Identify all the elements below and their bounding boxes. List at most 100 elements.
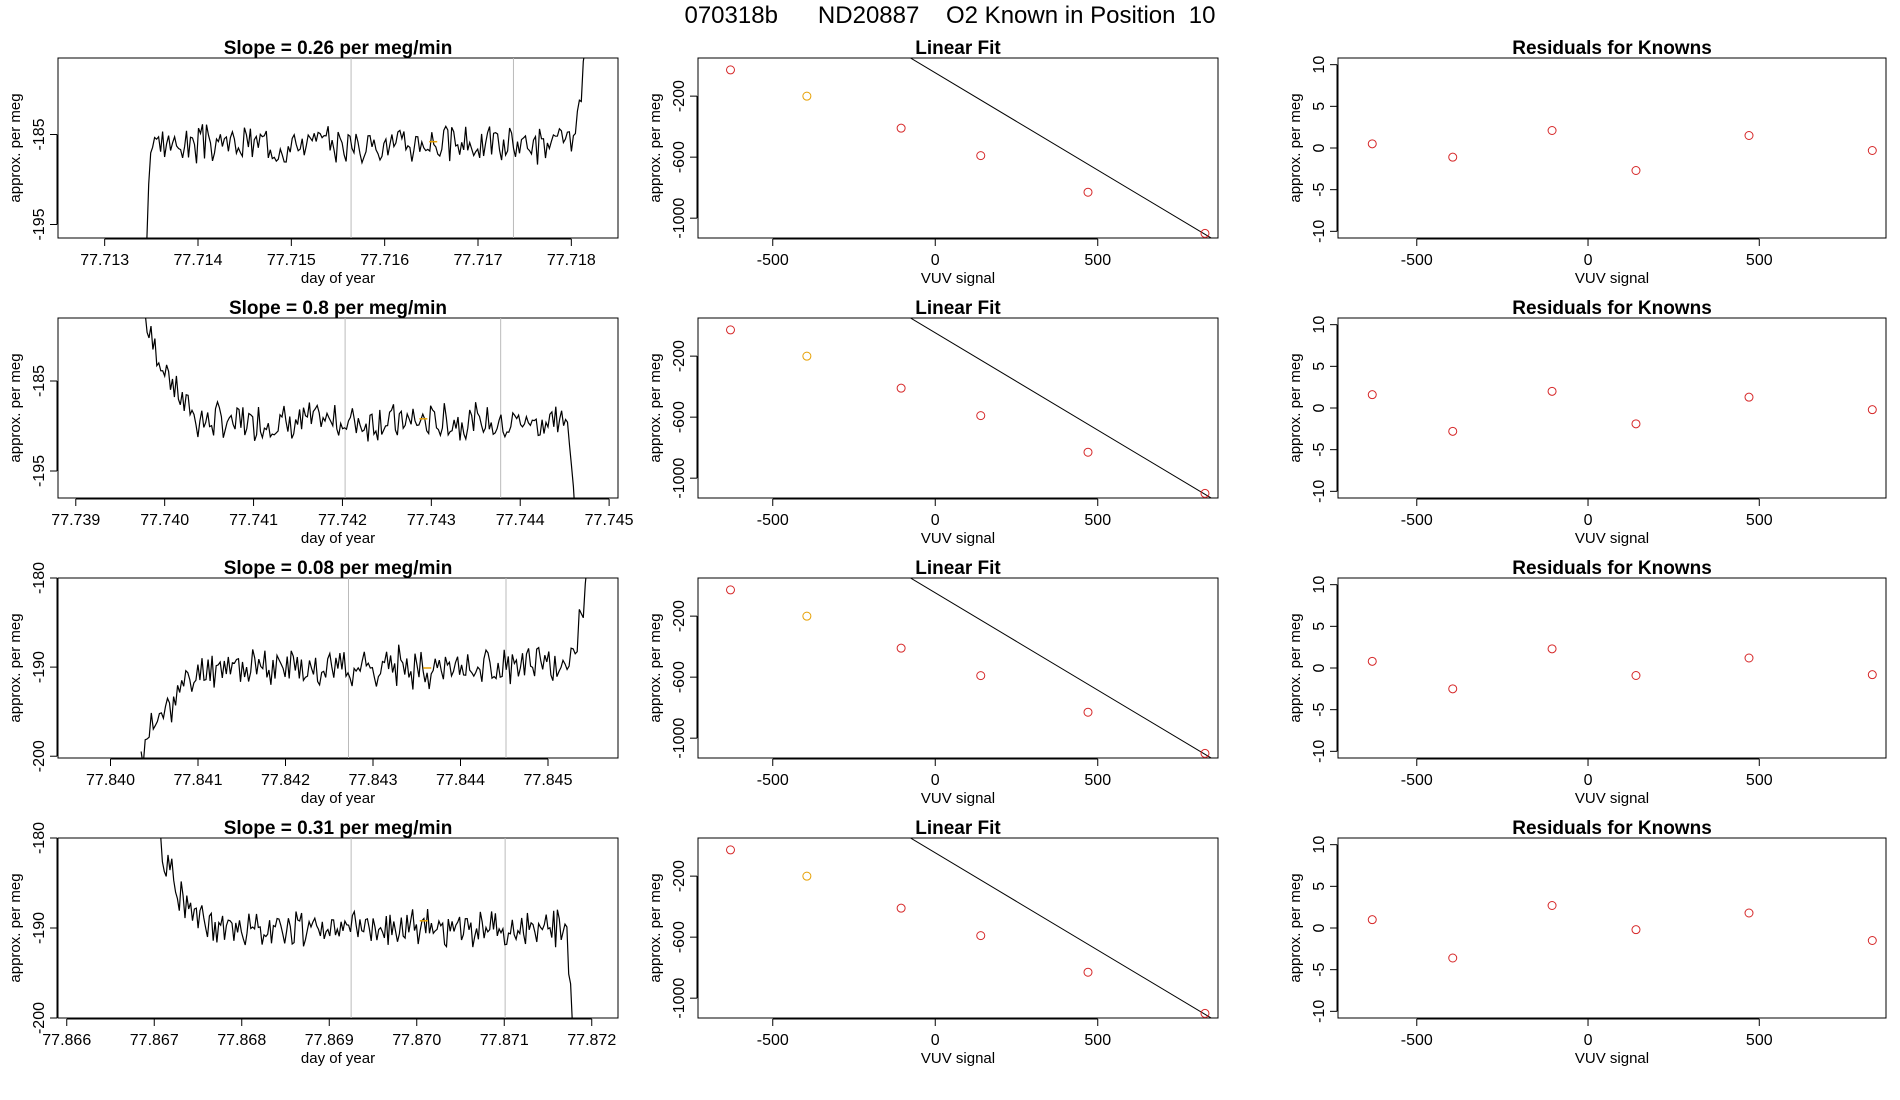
residual-point: [1867, 670, 1877, 680]
residual-point: [1547, 644, 1557, 654]
y-tick-label: -1000: [671, 198, 688, 239]
fit-point: [726, 325, 735, 335]
x-tick-label: 77.870: [392, 1032, 441, 1049]
x-tick-label: 77.743: [407, 512, 456, 529]
x-tick-label: 0: [1584, 1032, 1593, 1049]
chart-trace-2: Slope = 0.08 per meg/min 77.840 77.841 77.8…: [7, 558, 619, 807]
y-tick-label: 5: [1311, 102, 1328, 111]
y-tick-label: -200: [31, 740, 48, 772]
x-tick-label: 77.714: [174, 252, 223, 269]
x-tick-label: 77.866: [42, 1032, 91, 1049]
residual-point: [1367, 390, 1377, 400]
plot-frame: [697, 577, 1219, 759]
plot-frame: [1337, 57, 1887, 239]
residual-point: [1547, 901, 1557, 910]
x-tick-label: 77.740: [140, 512, 189, 529]
y-axis-label: approx. per meg: [647, 353, 664, 462]
x-tick-label: 0: [1584, 512, 1593, 529]
y-tick-label: 10: [1311, 56, 1328, 74]
chart-residuals-3: Residuals for Knowns -500 0 500 VUV signal -1…: [1287, 818, 1887, 1067]
y-tick-label: -600: [671, 921, 688, 953]
x-tick-label: 0: [1584, 252, 1593, 269]
x-tick-label: 77.716: [360, 252, 409, 269]
y-axis-label: approx. per meg: [7, 873, 24, 982]
chart-residuals-2: Residuals for Knowns -500 0 500 VUV signal -1…: [1287, 558, 1887, 807]
x-tick-label: 500: [1746, 1032, 1773, 1049]
residual-point: [1631, 925, 1641, 935]
residual-point: [1867, 405, 1877, 415]
fit-point: [976, 931, 986, 941]
x-tick-label: 77.867: [130, 1032, 179, 1049]
plot-frame: [57, 837, 619, 1019]
plot-data: [160, 838, 573, 1018]
residual-point: [1744, 392, 1754, 402]
y-axis-label: approx. per meg: [647, 613, 664, 722]
x-tick-label: -500: [1401, 772, 1433, 789]
plot-frame: [1337, 577, 1887, 759]
fit-point: [1083, 707, 1093, 717]
chart-title: Residuals for Knowns: [1512, 558, 1712, 579]
x-tick-label: 500: [1746, 512, 1773, 529]
y-tick-label: 0: [1311, 143, 1328, 152]
y-axis-label: approx. per meg: [647, 93, 664, 202]
y-tick-label: 10: [1311, 836, 1328, 854]
x-tick-label: 77.872: [567, 1032, 616, 1049]
fit-point: [896, 903, 906, 913]
x-axis-label: VUV signal: [1575, 270, 1649, 287]
y-tick-label: -200: [671, 340, 688, 372]
y-tick-label: 0: [1311, 923, 1328, 932]
y-tick-label: -180: [31, 822, 48, 854]
y-tick-label: -200: [671, 600, 688, 632]
y-tick-label: -600: [671, 661, 688, 693]
plot-data: [145, 318, 575, 498]
chart-fit-1: Linear Fit -500 0 500 VUV signal -1000 -600 -20…: [647, 298, 1219, 547]
x-tick-label: 500: [1746, 772, 1773, 789]
plot-data: [1367, 644, 1877, 694]
plot-data: [1367, 126, 1877, 175]
chart-trace-3: Slope = 0.31 per meg/min 77.866 77.867 77.8…: [7, 818, 619, 1067]
plot-data: [726, 578, 1212, 758]
y-tick-label: -185: [31, 118, 48, 150]
fit-point: [976, 671, 986, 681]
x-axis-label: day of year: [301, 1050, 375, 1067]
chart-residuals-1: Residuals for Knowns -500 0 500 VUV signal -1…: [1287, 298, 1887, 547]
figure-title: 070318b ND20887 O2 Known in Position 10: [684, 2, 1216, 29]
y-tick-label: 5: [1311, 882, 1328, 891]
x-tick-label: 77.744: [496, 512, 545, 529]
chart-title: Slope = 0.26 per meg/min: [224, 38, 453, 59]
residual-point: [1367, 915, 1377, 925]
fit-point: [1083, 187, 1093, 197]
x-tick-label: 77.871: [480, 1032, 529, 1049]
plot-data: [140, 578, 587, 758]
residual-point: [1547, 126, 1557, 135]
series-trace-line: [146, 58, 585, 238]
chart-title: Residuals for Knowns: [1512, 818, 1712, 839]
plot-data: [726, 838, 1212, 1018]
y-tick-label: -10: [1311, 1000, 1328, 1023]
plot-data: [726, 58, 1212, 238]
y-tick-label: -600: [671, 401, 688, 433]
x-axis-label: VUV signal: [921, 1050, 995, 1067]
x-tick-label: 77.739: [51, 512, 100, 529]
plot-frame: [57, 317, 619, 499]
residual-point: [1867, 936, 1877, 945]
residual-point: [1547, 386, 1557, 396]
y-tick-label: 10: [1311, 576, 1328, 594]
y-tick-label: -5: [1311, 182, 1328, 196]
x-axis-label: VUV signal: [921, 530, 995, 547]
y-tick-label: -200: [671, 80, 688, 112]
x-tick-label: -500: [757, 772, 789, 789]
fit-point: [896, 643, 906, 653]
known-point: [802, 351, 812, 361]
plot-data: [726, 318, 1212, 498]
chart-title: Residuals for Knowns: [1512, 298, 1712, 319]
x-tick-label: 77.718: [547, 252, 596, 269]
y-tick-label: 5: [1311, 362, 1328, 371]
chart-fit-2: Linear Fit -500 0 500 VUV signal -1000 -600 -20…: [647, 558, 1219, 807]
y-tick-label: -190: [31, 651, 48, 683]
fit-point: [1200, 1008, 1210, 1018]
series-trace-line: [145, 318, 575, 498]
plot-frame: [1337, 837, 1887, 1019]
x-axis-label: VUV signal: [921, 270, 995, 287]
known-point: [802, 871, 812, 881]
